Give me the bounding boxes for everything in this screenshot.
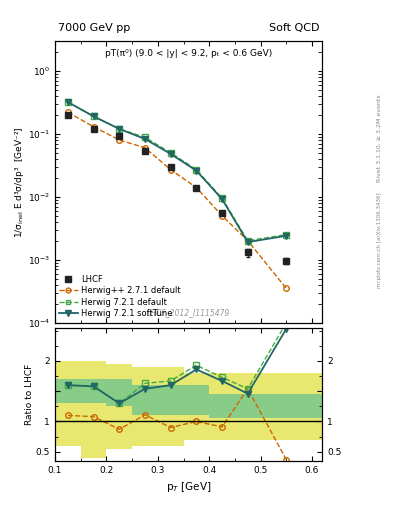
Text: 7000 GeV pp: 7000 GeV pp — [58, 23, 130, 32]
Text: mcplots.cern.ch [arXiv:1306.3436]: mcplots.cern.ch [arXiv:1306.3436] — [377, 193, 382, 288]
Legend: LHCF, Herwig++ 2.7.1 default, Herwig 7.2.1 default, Herwig 7.2.1 softTune: LHCF, Herwig++ 2.7.1 default, Herwig 7.2… — [59, 275, 180, 318]
Text: Soft QCD: Soft QCD — [269, 23, 320, 32]
Text: pT(π⁰) (9.0 < |y| < 9.2, pₜ < 0.6 GeV): pT(π⁰) (9.0 < |y| < 9.2, pₜ < 0.6 GeV) — [105, 50, 272, 58]
Y-axis label: Ratio to LHCF: Ratio to LHCF — [26, 364, 35, 425]
X-axis label: p$_T$ [GeV]: p$_T$ [GeV] — [166, 480, 211, 494]
Y-axis label: 1/σ$_{\mathregular{inel}}$ E d³σ/dp³  [GeV⁻²]: 1/σ$_{\mathregular{inel}}$ E d³σ/dp³ [Ge… — [13, 126, 26, 238]
Text: LHCF_2012_I1115479: LHCF_2012_I1115479 — [147, 308, 230, 317]
Text: Rivet 3.1.10, ≥ 3.2M events: Rivet 3.1.10, ≥ 3.2M events — [377, 94, 382, 182]
